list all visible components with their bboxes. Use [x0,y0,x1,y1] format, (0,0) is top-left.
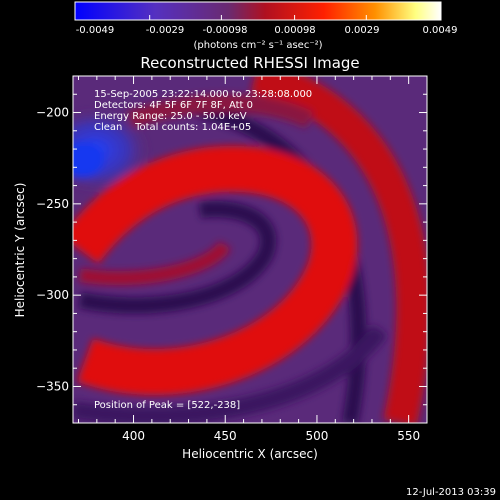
annotation-energy-range: Energy Range: 25.0 - 50.0 keV [94,111,247,122]
colorbar-units: (photons cm⁻² s⁻¹ asec⁻²) [193,40,322,51]
negative-core [73,142,104,178]
y-tick-label--200: −200 [36,106,69,120]
colorbar-tick-label-1: -0.0029 [146,25,185,36]
x-tick-label-500: 500 [305,429,328,443]
dark-band-2 [78,201,277,314]
plot-frame [72,75,428,424]
colorbar [75,2,441,20]
annotation-peak-position: Position of Peak = [522,-238] [94,400,240,411]
x-axis-label: Heliocentric X (arcsec) [182,447,318,461]
chart-title: Reconstructed RHESSI Image [140,54,359,72]
outer-ring [250,76,427,423]
colorbar-tick-label-3: 0.00098 [274,25,315,36]
x-tick-label-400: 400 [122,429,145,443]
main-crescent [73,145,358,395]
annotation-time-range: 15-Sep-2005 23:22:14.000 to 23:28:08.000 [94,89,312,100]
footer-timestamp: 12-Jul-2013 03:39 [406,487,496,498]
dark-band-3 [73,324,388,423]
y-tick-label--350: −350 [36,379,69,393]
upper-arc [126,94,315,129]
axis-ticks [73,76,428,423]
y-axis-label: Heliocentric Y (arcsec) [13,183,27,318]
x-tick-label-450: 450 [214,429,237,443]
colorbar-frame [74,1,442,21]
y-tick-label--300: −300 [36,288,69,302]
inner-arc [78,240,231,286]
heatmap-image [73,76,427,423]
colorbar-tick-label-2: -0.00098 [203,25,248,36]
colorbar-tick-label-4: 0.0029 [345,25,380,36]
annotation-detectors: Detectors: 4F 5F 6F 7F 8F, Att 0 [94,100,253,111]
colorbar-ticks [74,15,442,20]
x-tick-label-550: 550 [397,429,420,443]
y-tick-label--250: −250 [36,197,69,211]
colorbar-tick-label-0: -0.0049 [76,25,115,36]
annotation-clean-counts: Clean Total counts: 1.04E+05 [94,122,251,133]
colorbar-tick-label-5: 0.0049 [423,25,458,36]
